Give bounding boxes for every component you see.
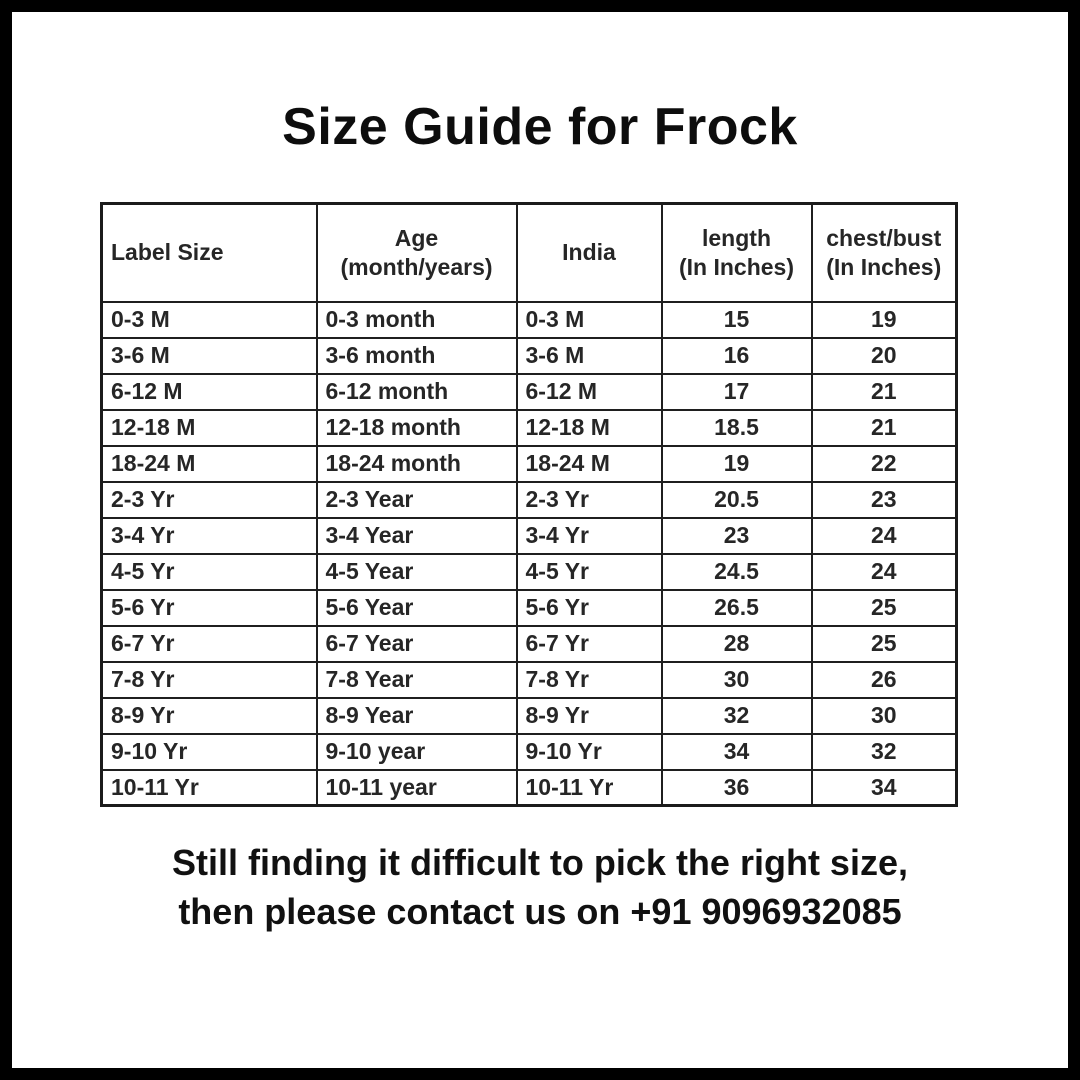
- table-cell: 2-3 Yr: [100, 480, 318, 519]
- table-cell: 19: [810, 300, 958, 339]
- table-cell: 21: [810, 408, 958, 447]
- table-cell: 2-3 Yr: [515, 480, 663, 519]
- table-cell: 24: [810, 516, 958, 555]
- table-cell: 7-8 Yr: [100, 660, 318, 699]
- table-cell: 3-4 Year: [315, 516, 518, 555]
- table-cell: 4-5 Yr: [515, 552, 663, 591]
- size-guide-page: Size Guide for Frock Label Size Age (mont…: [12, 12, 1068, 1068]
- table-cell: 8-9 Yr: [100, 696, 318, 735]
- table-cell: 32: [660, 696, 813, 735]
- table-row: 8-9 Yr 8-9 Year 8-9 Yr 32 30: [100, 696, 958, 735]
- table-cell: 12-18 M: [100, 408, 318, 447]
- table-cell: 17: [660, 372, 813, 411]
- table-cell: 0-3 month: [315, 300, 518, 339]
- column-header: Label Size: [100, 202, 318, 303]
- table-cell: 30: [660, 660, 813, 699]
- table-cell: 0-3 M: [515, 300, 663, 339]
- table-cell: 25: [810, 588, 958, 627]
- column-header: length (In Inches): [660, 202, 813, 303]
- table-cell: 23: [660, 516, 813, 555]
- table-cell: 20: [810, 336, 958, 375]
- table-cell: 7-8 Yr: [515, 660, 663, 699]
- contact-note-line2: then please contact us on +91 9096932085: [178, 890, 902, 932]
- table-cell: 12-18 month: [315, 408, 518, 447]
- table-cell: 7-8 Year: [315, 660, 518, 699]
- table-cell: 26: [810, 660, 958, 699]
- column-header: India: [515, 202, 663, 303]
- table-cell: 5-6 Yr: [515, 588, 663, 627]
- table-row: 4-5 Yr 4-5 Year 4-5 Yr 24.5 24: [100, 552, 958, 591]
- table-cell: 6-7 Year: [315, 624, 518, 663]
- contact-note: Still finding it difficult to pick the r…: [12, 839, 1068, 936]
- column-header: chest/bust (In Inches): [810, 202, 958, 303]
- table-cell: 6-12 M: [100, 372, 318, 411]
- table-cell: 3-6 month: [315, 336, 518, 375]
- table-cell: 8-9 Year: [315, 696, 518, 735]
- table-cell: 19: [660, 444, 813, 483]
- table-row: 6-7 Yr 6-7 Year 6-7 Yr 28 25: [100, 624, 958, 663]
- table-row: 12-18 M 12-18 month 12-18 M 18.5 21: [100, 408, 958, 447]
- table-cell: 22: [810, 444, 958, 483]
- table-row: 3-4 Yr 3-4 Year 3-4 Yr 23 24: [100, 516, 958, 555]
- table-cell: 4-5 Year: [315, 552, 518, 591]
- table-row: 5-6 Yr 5-6 Year 5-6 Yr 26.5 25: [100, 588, 958, 627]
- table-cell: 5-6 Year: [315, 588, 518, 627]
- table-cell: 4-5 Yr: [100, 552, 318, 591]
- table-cell: 6-12 M: [515, 372, 663, 411]
- table-cell: 9-10 Yr: [515, 732, 663, 771]
- table-cell: 10-11 Yr: [515, 768, 663, 807]
- table-row: 6-12 M 6-12 month 6-12 M 17 21: [100, 372, 958, 411]
- table-cell: 16: [660, 336, 813, 375]
- table-cell: 18-24 month: [315, 444, 518, 483]
- table-cell: 18-24 M: [515, 444, 663, 483]
- table-row: 9-10 Yr 9-10 year 9-10 Yr 34 32: [100, 732, 958, 771]
- table-cell: 30: [810, 696, 958, 735]
- table-cell: 3-6 M: [100, 336, 318, 375]
- table-cell: 6-12 month: [315, 372, 518, 411]
- table-cell: 0-3 M: [100, 300, 318, 339]
- table-cell: 36: [660, 768, 813, 807]
- table-cell: 21: [810, 372, 958, 411]
- table-cell: 6-7 Yr: [100, 624, 318, 663]
- header-row: Label Size Age (month/years) India length (…: [100, 202, 958, 303]
- table-cell: 8-9 Yr: [515, 696, 663, 735]
- table-header: Label Size Age (month/years) India length (…: [100, 202, 958, 303]
- table-cell: 3-6 M: [515, 336, 663, 375]
- column-header: Age (month/years): [315, 202, 518, 303]
- table-cell: 20.5: [660, 480, 813, 519]
- table-cell: 23: [810, 480, 958, 519]
- page-title: Size Guide for Frock: [282, 98, 798, 156]
- table-cell: 10-11 Yr: [100, 768, 318, 807]
- table-cell: 15: [660, 300, 813, 339]
- table-cell: 25: [810, 624, 958, 663]
- table-cell: 24: [810, 552, 958, 591]
- table-cell: 10-11 year: [315, 768, 518, 807]
- table-cell: 3-4 Yr: [100, 516, 318, 555]
- table-cell: 6-7 Yr: [515, 624, 663, 663]
- table-row: 2-3 Yr 2-3 Year 2-3 Yr 20.5 23: [100, 480, 958, 519]
- table-cell: 34: [660, 732, 813, 771]
- table-cell: 9-10 Yr: [100, 732, 318, 771]
- table-cell: 28: [660, 624, 813, 663]
- table-cell: 5-6 Yr: [100, 588, 318, 627]
- contact-note-line1: Still finding it difficult to pick the r…: [172, 842, 908, 883]
- table-row: 3-6 M 3-6 month 3-6 M 16 20: [100, 336, 958, 375]
- table-body: 0-3 M 0-3 month 0-3 M 15 19 3-6 M 3-6 month 3-6…: [100, 300, 958, 807]
- table-cell: 32: [810, 732, 958, 771]
- table-row: 18-24 M 18-24 month 18-24 M 19 22: [100, 444, 958, 483]
- table-row: 7-8 Yr 7-8 Year 7-8 Yr 30 26: [100, 660, 958, 699]
- table-cell: 18-24 M: [100, 444, 318, 483]
- table-cell: 3-4 Yr: [515, 516, 663, 555]
- table-cell: 9-10 year: [315, 732, 518, 771]
- size-guide-table: Label Size Age (month/years) India length (…: [100, 202, 958, 807]
- table-cell: 24.5: [660, 552, 813, 591]
- table-cell: 18.5: [660, 408, 813, 447]
- table-row: 0-3 M 0-3 month 0-3 M 15 19: [100, 300, 958, 339]
- table-cell: 12-18 M: [515, 408, 663, 447]
- table-cell: 34: [810, 768, 958, 807]
- table-cell: 26.5: [660, 588, 813, 627]
- table-row: 10-11 Yr 10-11 year 10-11 Yr 36 34: [100, 768, 958, 807]
- table-cell: 2-3 Year: [315, 480, 518, 519]
